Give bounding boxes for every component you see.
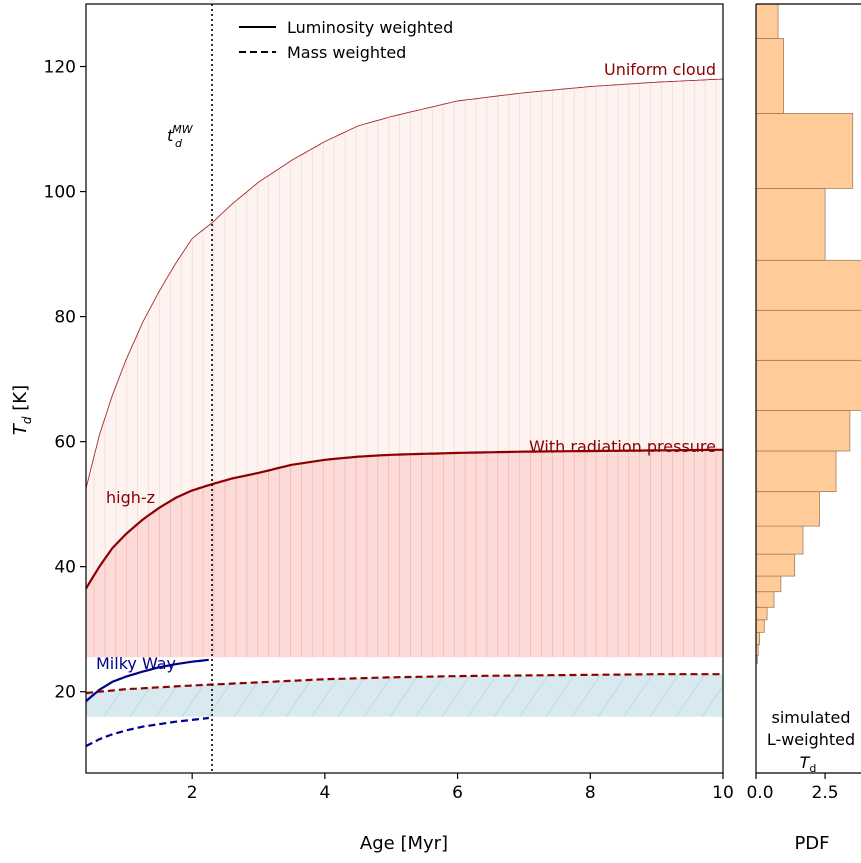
y-tick-label: 60 bbox=[54, 433, 76, 453]
mw_band-hatch-line bbox=[623, 674, 663, 717]
mw_band-hatch-line bbox=[337, 674, 377, 717]
histogram-bar bbox=[756, 591, 775, 608]
mw_band-hatch-line bbox=[467, 674, 507, 717]
x-axis-title: Age [Myr] bbox=[360, 833, 448, 854]
mw_band-hatch-line bbox=[519, 674, 559, 717]
highz_band-hatch bbox=[93, 449, 717, 658]
histogram-bar bbox=[756, 575, 782, 593]
uniform_band bbox=[86, 79, 723, 589]
legend-label: Luminosity weighted bbox=[287, 18, 453, 37]
y-tick-label: 40 bbox=[54, 558, 76, 578]
histogram-caption-symbol: Td bbox=[800, 753, 817, 775]
y-tick-label: 80 bbox=[54, 308, 76, 328]
x-tick-label: 8 bbox=[585, 783, 596, 803]
mw_band-hatch-line bbox=[155, 674, 195, 717]
histogram-bars bbox=[756, 4, 861, 665]
mw_band-hatch-line bbox=[415, 674, 455, 717]
mw_band-hatch-line bbox=[363, 674, 403, 717]
histogram-bar bbox=[756, 4, 779, 39]
y-axis-ticks: 20 40 60 80 100 120 bbox=[44, 58, 86, 703]
mw_band-hatch-line bbox=[701, 674, 723, 717]
mw_band-hatch-line bbox=[597, 674, 637, 717]
series-radiation_mass bbox=[86, 673, 723, 695]
histogram-bar bbox=[756, 259, 861, 311]
histogram-panel: 0.0 2.5 PDF simulated L-weighted Td bbox=[746, 3, 861, 854]
histogram-x-tick-label: 2.5 bbox=[812, 783, 839, 803]
histogram-bar bbox=[756, 359, 861, 411]
y-tick-label: 20 bbox=[54, 683, 76, 703]
series-uniform bbox=[86, 78, 723, 489]
mw_band-hatch-line bbox=[545, 674, 585, 717]
highz_band bbox=[86, 449, 723, 658]
y-tick-label: 120 bbox=[44, 58, 76, 78]
annotations: Uniform cloud With radiation pressure high… bbox=[96, 60, 716, 673]
histogram-bar bbox=[756, 113, 854, 189]
mw_band-hatch-line bbox=[285, 674, 325, 717]
mw_band-hatch-line bbox=[233, 674, 273, 717]
uniform_band-hatch bbox=[93, 79, 717, 576]
histogram-bar bbox=[756, 38, 785, 114]
mw_band-hatch-line bbox=[493, 674, 533, 717]
y-axis-title: Td [K] bbox=[10, 385, 34, 435]
histogram-caption-line2: L-weighted bbox=[767, 730, 855, 749]
main-plot-area: Uniform cloud With radiation pressure high… bbox=[44, 3, 734, 803]
mw_band-hatch-line bbox=[649, 674, 689, 717]
legend-label: Mass weighted bbox=[287, 43, 406, 62]
histogram-bar bbox=[756, 491, 820, 527]
label-high-z: high-z bbox=[106, 488, 155, 507]
mw_band-hatch-line bbox=[181, 674, 221, 717]
mw_band-hatch-line bbox=[207, 674, 247, 717]
mw_band-hatch-line bbox=[571, 674, 611, 717]
histogram-bar bbox=[756, 619, 765, 633]
label-uniform-cloud: Uniform cloud bbox=[604, 60, 716, 79]
shaded-bands bbox=[86, 79, 723, 717]
x-tick-label: 4 bbox=[319, 783, 330, 803]
series-lines bbox=[86, 78, 723, 748]
histogram-caption-line1: simulated bbox=[771, 708, 850, 727]
histogram-x-tick-label: 0.0 bbox=[746, 783, 773, 803]
label-vline: tMW d bbox=[167, 123, 194, 150]
mw_band-hatch-line bbox=[389, 674, 429, 717]
legend: Luminosity weighted Mass weighted bbox=[239, 18, 453, 62]
mw_band-hatch-line bbox=[311, 674, 351, 717]
histogram-bar bbox=[756, 409, 851, 452]
histogram-x-ticks: 0.0 2.5 bbox=[746, 773, 839, 803]
main-plot-frame bbox=[85, 3, 724, 774]
series-mw_lum bbox=[86, 658, 209, 702]
mw_band-hatch bbox=[86, 674, 723, 717]
mw_band-hatch-line bbox=[675, 674, 715, 717]
mw_band-hatch-line bbox=[259, 674, 299, 717]
histogram-bar bbox=[756, 553, 796, 577]
x-tick-label: 2 bbox=[187, 783, 198, 803]
x-axis-ticks: 2 4 6 8 10 bbox=[187, 773, 734, 803]
histogram-bar bbox=[756, 525, 804, 555]
histogram-bar bbox=[756, 606, 768, 621]
mw_band-hatch-line bbox=[129, 674, 169, 717]
series-radiation bbox=[86, 448, 723, 590]
histogram-x-title: PDF bbox=[794, 833, 829, 854]
histogram-bar bbox=[756, 450, 837, 492]
mw_band-hatch-line bbox=[441, 674, 481, 717]
series-mw_mass bbox=[86, 716, 209, 748]
label-radiation-pressure: With radiation pressure bbox=[529, 437, 716, 456]
histogram-bar bbox=[756, 187, 826, 261]
x-tick-label: 10 bbox=[712, 783, 734, 803]
y-tick-label: 100 bbox=[44, 183, 76, 203]
x-tick-label: 6 bbox=[452, 783, 463, 803]
label-milky-way: Milky Way bbox=[96, 654, 176, 673]
histogram-bar bbox=[756, 309, 861, 361]
